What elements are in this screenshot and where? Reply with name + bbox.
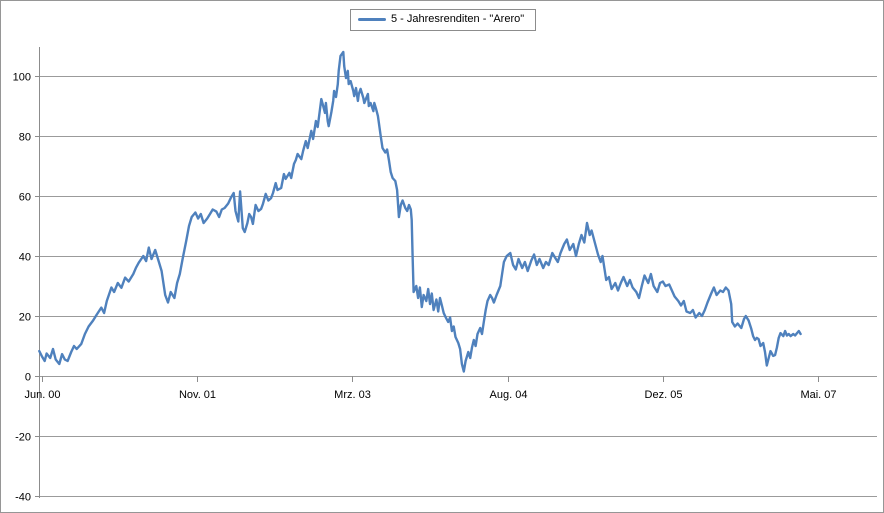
x-tick-label: Mai. 07 [800, 389, 836, 401]
y-tick-label: 60 [19, 192, 31, 204]
x-tick-label: Dez. 05 [645, 389, 683, 401]
y-tick-label: 40 [19, 252, 31, 264]
legend-label: 5 - Jahresrenditen - "Arero" [391, 13, 525, 25]
legend-line-sample-icon [358, 18, 386, 21]
x-tick-label: Aug. 04 [490, 389, 528, 401]
series-line [38, 50, 802, 373]
x-tick-label: Mrz. 03 [334, 389, 371, 401]
y-tick-label: 20 [19, 312, 31, 324]
y-tick-label: 0 [25, 372, 31, 384]
x-tick-label: Nov. 01 [179, 389, 216, 401]
y-tick-label: 100 [13, 72, 31, 84]
y-tick-label: -40 [15, 492, 31, 504]
y-tick-label: 80 [19, 132, 31, 144]
legend-box: 5 - Jahresrenditen - "Arero" [350, 9, 537, 31]
x-tick-label: Jun. 00 [24, 389, 60, 401]
y-tick-label: -20 [15, 432, 31, 444]
